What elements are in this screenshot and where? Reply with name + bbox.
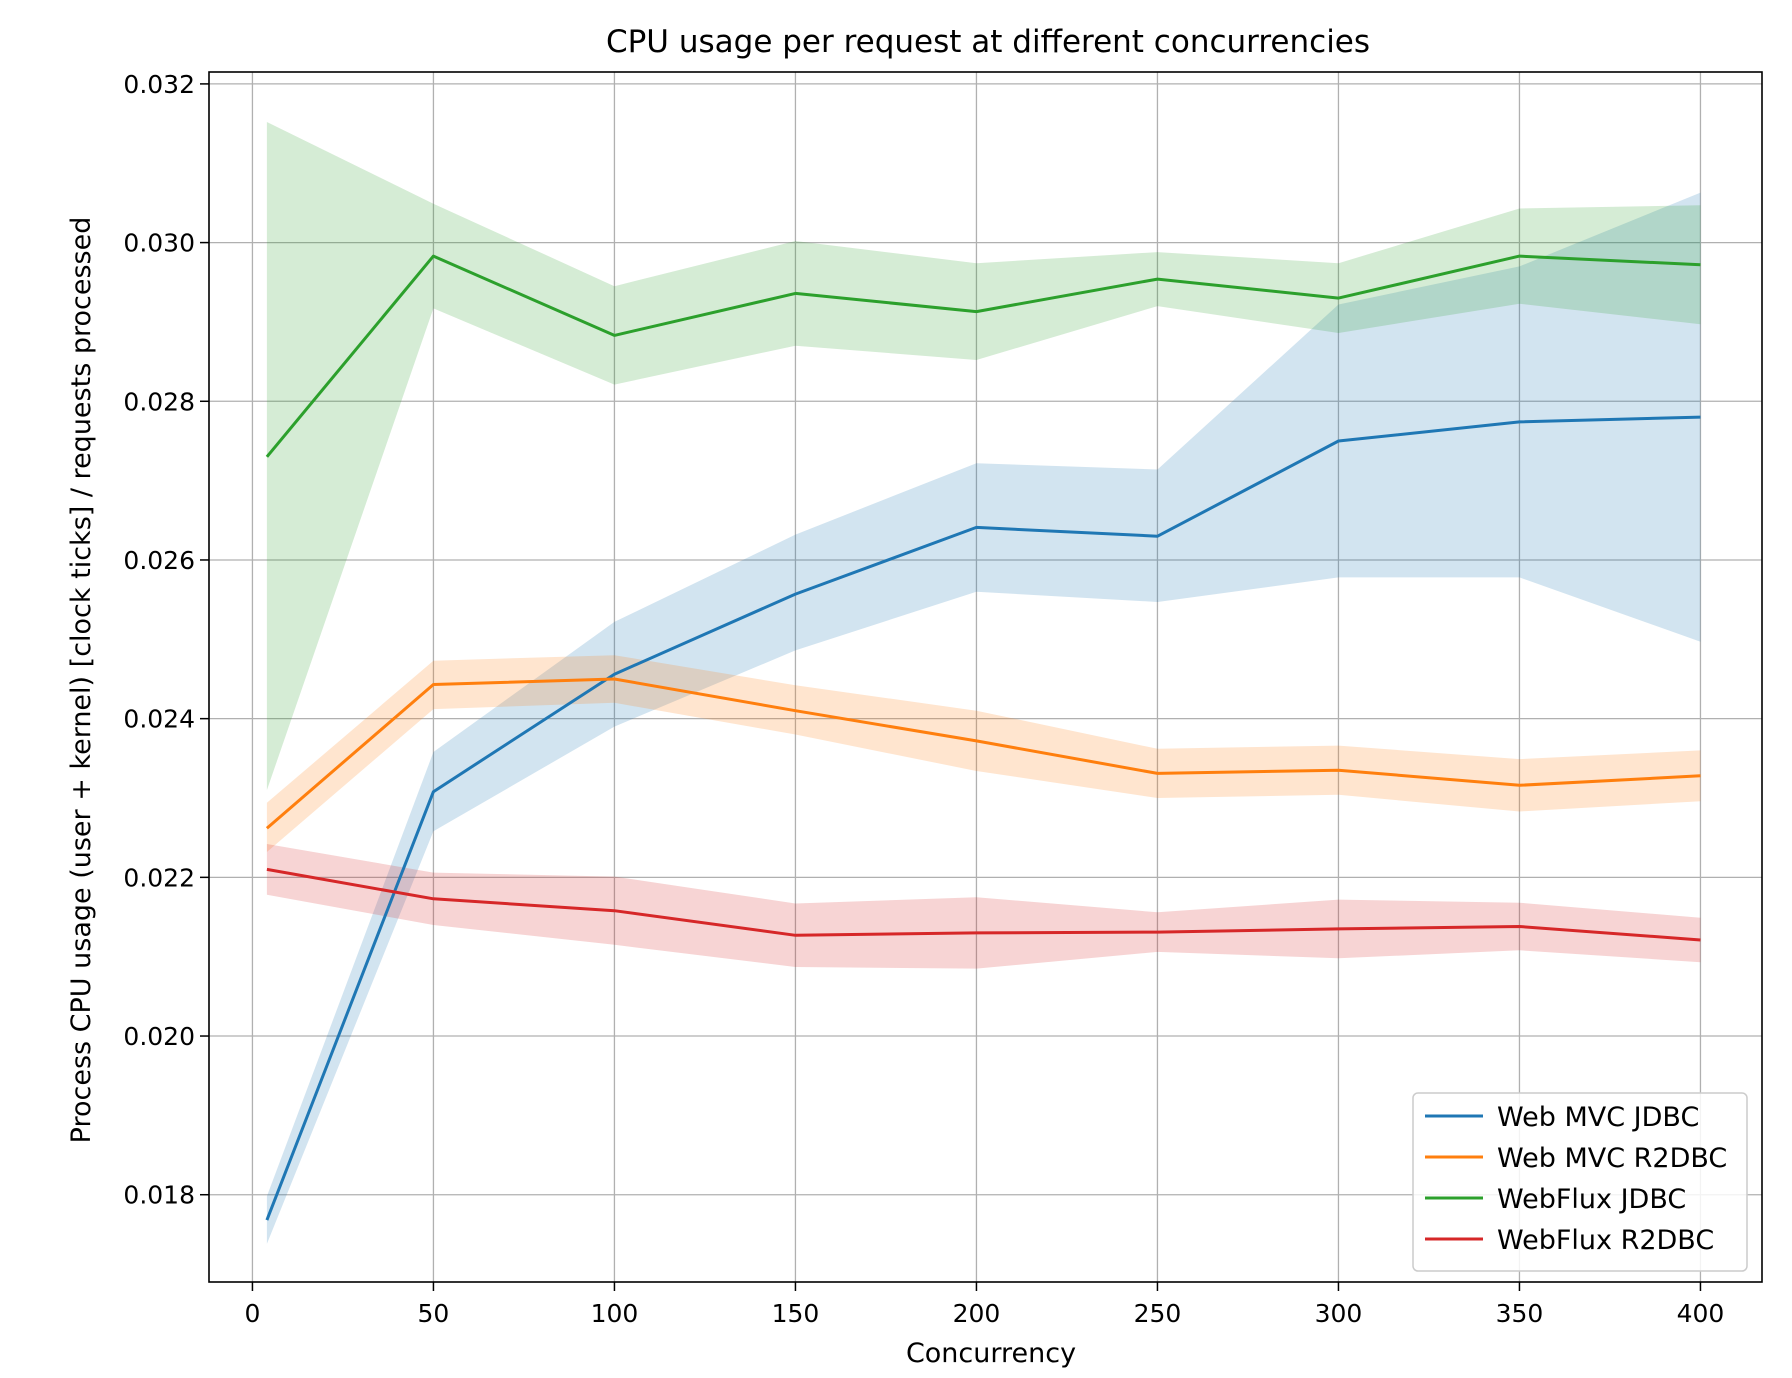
webflux-r2dbc-band [266,844,1701,969]
y-tick-label: 0.020 [123,1022,195,1051]
web-mvc-r2dbc-band [266,655,1701,852]
web-mvc-jdbc-legend-label: Web MVC JDBC [1497,1102,1699,1133]
confidence-bands [266,122,1701,1244]
webflux-jdbc-legend-label: WebFlux JDBC [1497,1184,1686,1215]
y-tick-label: 0.032 [123,70,195,99]
webflux-jdbc-band [266,122,1701,791]
web-mvc-r2dbc-legend-label: Web MVC R2DBC [1497,1143,1727,1174]
x-tick-label: 400 [1677,1299,1725,1328]
x-tick-label: 200 [953,1299,1001,1328]
web-mvc-r2dbc-line [265,677,1701,830]
web-mvc-jdbc-band [266,192,1701,1244]
series-lines [265,254,1701,1221]
legend: Web MVC JDBC Web MVC R2DBC WebFlux JDBC Web… [1412,1092,1748,1272]
web-mvc-jdbc-line [265,415,1701,1221]
y-tick-label: 0.024 [123,705,195,734]
x-tick-label: 300 [1315,1299,1363,1328]
y-tick-label: 0.030 [123,229,195,258]
x-axis-ticks: 0 50 100 150 200 250 300 350 400 [244,1282,1724,1328]
x-tick-label: 350 [1496,1299,1544,1328]
x-tick-label: 150 [772,1299,820,1328]
x-tick-label: 0 [244,1299,260,1328]
legend-items: Web MVC JDBC Web MVC R2DBC WebFlux JDBC Web… [1425,1102,1727,1256]
x-tick-label: 100 [591,1299,639,1328]
plot-area-frame [208,71,1763,1283]
webflux-jdbc-line [265,254,1701,458]
y-tick-label: 0.018 [123,1181,195,1210]
y-tick-label: 0.026 [123,546,195,575]
y-tick-label: 0.022 [123,863,195,892]
y-axis-label: Process CPU usage (user + kernel) [clock… [66,217,97,1144]
webflux-r2dbc-legend-label: WebFlux R2DBC [1497,1225,1714,1256]
x-tick-label: 250 [1134,1299,1182,1328]
y-axis-ticks: 0.018 0.020 0.022 0.024 0.026 0.028 0.030 0.032 [123,70,209,1210]
x-tick-label: 50 [418,1299,450,1328]
webflux-r2dbc-line [266,867,1701,942]
y-tick-label: 0.028 [123,387,195,416]
legend-box [1412,1092,1748,1272]
chart-title: CPU usage per request at different concu… [606,24,1370,60]
x-axis-label: Concurrency [906,1338,1076,1369]
